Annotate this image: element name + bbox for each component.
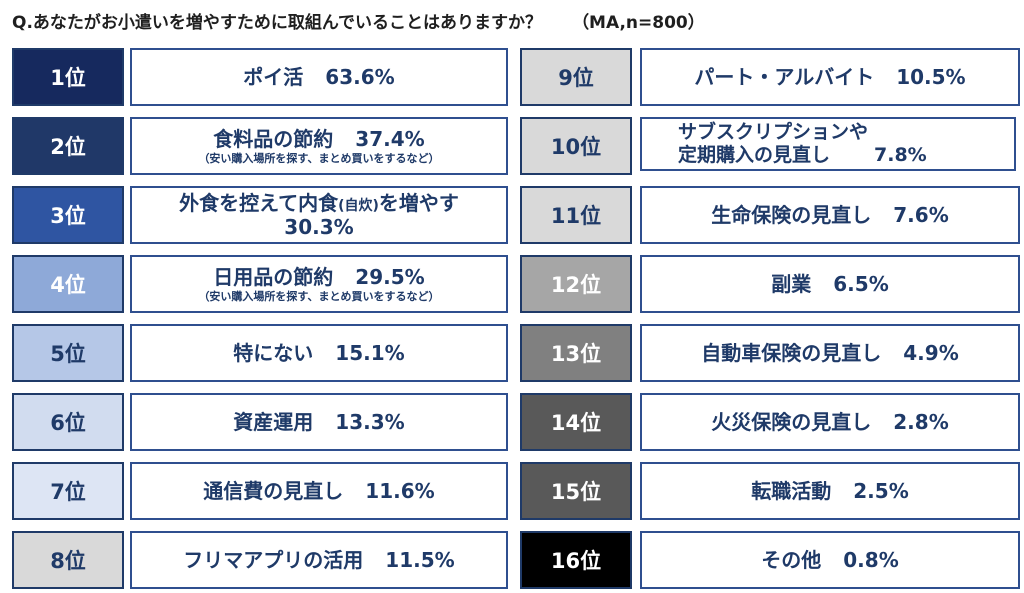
item-label: 自動車保険の見直し — [701, 341, 882, 365]
rank-badge: 15位 — [520, 462, 632, 520]
rank-row-12: 12位 副業 6.5% — [520, 255, 1020, 313]
rank-badge: 12位 — [520, 255, 632, 313]
item-label: 食料品の節約 — [213, 126, 334, 151]
item-value: 7.8% — [874, 144, 927, 166]
rank-row-6: 6位 資産運用 13.3% — [12, 393, 508, 451]
item-box: 資産運用 13.3% — [130, 393, 508, 451]
item-value: 29.5% — [355, 264, 425, 289]
item-box: 火災保険の見直し 2.8% — [640, 393, 1020, 451]
item-box: 食料品の節約 37.4% （安い購入場所を探す、まとめ買いをするなど） — [130, 117, 508, 175]
item-value: 63.6% — [325, 65, 395, 89]
item-box: その他 0.8% — [640, 531, 1020, 589]
item-value: 30.3% — [284, 215, 354, 239]
item-box: 通信費の見直し 11.6% — [130, 462, 508, 520]
item-box: 自動車保険の見直し 4.9% — [640, 324, 1020, 382]
item-box: ポイ活 63.6% — [130, 48, 508, 106]
item-label: その他 — [761, 548, 822, 572]
rank-row-5: 5位 特にない 15.1% — [12, 324, 508, 382]
item-value: 2.8% — [893, 410, 949, 434]
rank-row-7: 7位 通信費の見直し 11.6% — [12, 462, 508, 520]
rank-badge: 16位 — [520, 531, 632, 589]
item-box: 副業 6.5% — [640, 255, 1020, 313]
rank-badge: 13位 — [520, 324, 632, 382]
chart-title: Q.あなたがお小遣いを増やすために取組んでいることはありますか？ （MA,n=80… — [12, 8, 705, 33]
rank-row-4: 4位 日用品の節約 29.5% （安い購入場所を探す、まとめ買いをするなど） — [12, 255, 508, 313]
item-note: （安い購入場所を探す、まとめ買いをするなど） — [198, 151, 440, 165]
item-value: 2.5% — [853, 479, 909, 503]
rank-badge: 3位 — [12, 186, 124, 244]
item-label: 通信費の見直し — [203, 479, 344, 503]
item-label: パート・アルバイト — [694, 65, 875, 89]
item-value: 11.5% — [385, 548, 455, 572]
rank-row-16: 16位 その他 0.8% — [520, 531, 1020, 589]
rank-row-11: 11位 生命保険の見直し 7.6% — [520, 186, 1020, 244]
rank-badge: 2位 — [12, 117, 124, 175]
rank-row-3: 3位 外食を控えて内食(自炊)を増やす 30.3% — [12, 186, 508, 244]
item-note: （安い購入場所を探す、まとめ買いをするなど） — [198, 289, 440, 303]
item-value: 0.8% — [843, 548, 899, 572]
item-box: パート・アルバイト 10.5% — [640, 48, 1020, 106]
rank-badge: 10位 — [520, 117, 632, 175]
item-label-line2: 定期購入の見直し — [678, 144, 831, 166]
item-value: 15.1% — [335, 341, 405, 365]
item-label: 火災保険の見直し — [711, 410, 872, 434]
rank-row-14: 14位 火災保険の見直し 2.8% — [520, 393, 1020, 451]
rank-badge: 14位 — [520, 393, 632, 451]
item-box: 特にない 15.1% — [130, 324, 508, 382]
item-value: 37.4% — [355, 126, 425, 151]
item-value: 4.9% — [903, 341, 959, 365]
rank-badge: 4位 — [12, 255, 124, 313]
item-value: 7.6% — [893, 203, 949, 227]
item-label: 生命保険の見直し — [711, 203, 872, 227]
rank-badge: 8位 — [12, 531, 124, 589]
rank-badge: 7位 — [12, 462, 124, 520]
item-label: ポイ活 — [243, 65, 304, 89]
rank-row-15: 15位 転職活動 2.5% — [520, 462, 1020, 520]
item-label: 日用品の節約 — [213, 264, 334, 289]
item-label: 資産運用 — [233, 410, 314, 434]
sample-size-note: （MA,n=800） — [572, 13, 705, 33]
item-box: サブスクリプションや 定期購入の見直し 7.8% — [640, 117, 1016, 171]
item-box: 転職活動 2.5% — [640, 462, 1020, 520]
item-label: 特にない — [233, 341, 314, 365]
item-box: 生命保険の見直し 7.6% — [640, 186, 1020, 244]
item-value: 6.5% — [833, 272, 889, 296]
rank-badge: 6位 — [12, 393, 124, 451]
item-label-small: (自炊) — [338, 198, 379, 214]
item-box: 外食を控えて内食(自炊)を増やす 30.3% — [130, 186, 508, 244]
item-label: 転職活動 — [751, 479, 832, 503]
item-value: 11.6% — [365, 479, 435, 503]
rank-row-13: 13位 自動車保険の見直し 4.9% — [520, 324, 1020, 382]
item-label: 副業 — [771, 272, 812, 296]
item-label-line1: サブスクリプションや — [678, 121, 869, 144]
rank-row-8: 8位 フリマアプリの活用 11.5% — [12, 531, 508, 589]
rank-row-10: 10位 サブスクリプションや 定期購入の見直し 7.8% — [520, 117, 1016, 175]
rank-row-2: 2位 食料品の節約 37.4% （安い購入場所を探す、まとめ買いをするなど） — [12, 117, 508, 175]
item-value: 13.3% — [335, 410, 405, 434]
rank-badge: 9位 — [520, 48, 632, 106]
item-box: フリマアプリの活用 11.5% — [130, 531, 508, 589]
rank-badge: 5位 — [12, 324, 124, 382]
rank-badge: 11位 — [520, 186, 632, 244]
question-text: Q.あなたがお小遣いを増やすために取組んでいることはありますか？ — [12, 13, 543, 33]
rank-badge: 1位 — [12, 48, 124, 106]
item-box: 日用品の節約 29.5% （安い購入場所を探す、まとめ買いをするなど） — [130, 255, 508, 313]
rank-row-9: 9位 パート・アルバイト 10.5% — [520, 48, 1020, 106]
item-label-part: 外食を控えて内食 — [179, 191, 339, 215]
item-label-part: を増やす — [378, 191, 459, 215]
item-label: フリマアプリの活用 — [183, 548, 364, 572]
rank-row-1: 1位 ポイ活 63.6% — [12, 48, 508, 106]
item-value: 10.5% — [896, 65, 966, 89]
